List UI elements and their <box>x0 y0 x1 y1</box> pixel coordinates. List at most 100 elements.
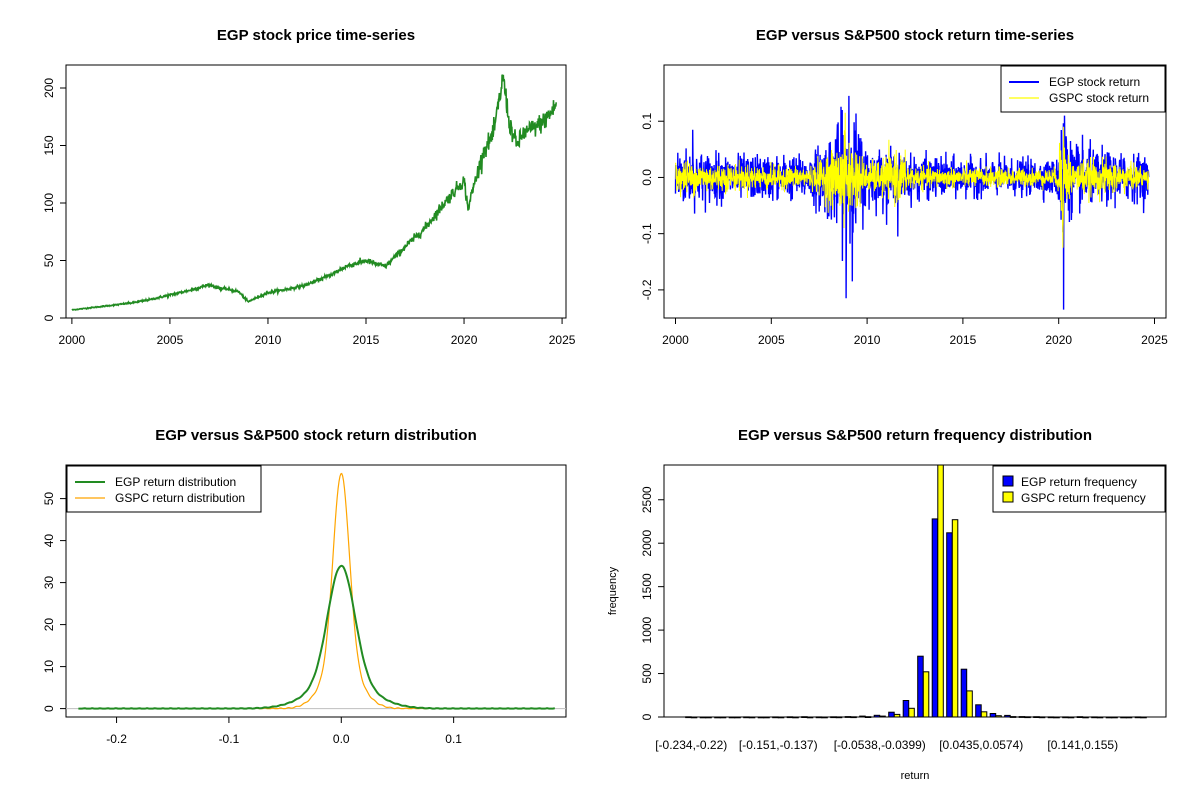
gspc-frequency-bar <box>995 715 1002 718</box>
returns-ytick-label: 0.1 <box>640 113 654 130</box>
frequency-plot-frame <box>663 464 1167 718</box>
egp-frequency-bar <box>1004 714 1011 718</box>
gspc-frequency-bar <box>980 711 988 718</box>
gspc-frequency-bar <box>1111 716 1118 719</box>
gspc-frequency-bar <box>1140 716 1147 719</box>
egp-frequency-bar <box>714 716 721 719</box>
frequency-bin-label: [-0.151,-0.137) <box>739 738 818 752</box>
egp-frequency-bar <box>989 713 997 718</box>
frequency-bin-label: [0.141,0.155) <box>1047 738 1118 752</box>
gspc-frequency-bar <box>748 716 756 719</box>
legend-swatch <box>1002 475 1014 487</box>
gspc-frequency-bar <box>777 716 785 719</box>
gspc-frequency-bar <box>1082 716 1089 719</box>
returns-ytick-label: -0.2 <box>640 279 654 300</box>
returns-title: EGP versus S&P500 stock return time-seri… <box>756 27 1074 44</box>
gspc-frequency-bar <box>893 713 901 718</box>
frequency-title: EGP versus S&P500 return frequency distr… <box>738 427 1092 444</box>
frequency-ytick-label: 1500 <box>640 573 654 600</box>
legend-box <box>1000 65 1166 113</box>
gspc-frequency-bar <box>1038 716 1046 719</box>
egp-frequency-bar <box>902 700 910 718</box>
frequency-ytick-label: 2000 <box>640 530 654 557</box>
gspc-frequency-bar <box>690 716 698 719</box>
egp-frequency-bar <box>975 704 982 718</box>
gspc-frequency-bar <box>1125 716 1133 719</box>
density-ytick-label: 20 <box>42 618 56 632</box>
density-ytick-label: 0 <box>42 705 56 712</box>
frequency-ytick-label: 500 <box>640 663 654 683</box>
legend-box <box>66 465 262 513</box>
price-ytick-label: 50 <box>42 254 56 268</box>
egp-density-line <box>78 564 555 710</box>
egp-return-line <box>674 95 1150 310</box>
returns-xtick-label: 2010 <box>854 333 881 347</box>
egp-frequency-bar <box>1105 716 1113 719</box>
gspc-frequency-bar <box>763 716 770 719</box>
egp-frequency-bar <box>1120 716 1127 719</box>
price-ytick-label: 100 <box>42 193 56 213</box>
price-ytick-label: 150 <box>42 135 56 155</box>
price-xtick-label: 2015 <box>353 333 380 347</box>
density-xtick-label: 0.0 <box>333 732 350 746</box>
egp-frequency-bar <box>815 716 823 719</box>
egp-frequency-bar <box>873 714 881 718</box>
gspc-frequency-bar <box>835 716 843 719</box>
egp-frequency-bar <box>757 716 765 719</box>
gspc-frequency-bar <box>864 716 872 719</box>
price-xtick-label: 2005 <box>157 333 184 347</box>
legend-entry: EGP return distribution <box>115 475 236 489</box>
gspc-frequency-bar <box>937 464 944 718</box>
gspc-return-line <box>675 112 1150 248</box>
egp-frequency-bar <box>960 668 968 718</box>
returns-panel: EGP versus S&P500 stock return time-seri… <box>640 27 1168 347</box>
egp-frequency-bar <box>1047 716 1055 719</box>
price-ytick-label: 200 <box>42 78 56 98</box>
legend-box <box>992 465 1166 513</box>
gspc-frequency-bar <box>792 716 799 719</box>
legend-swatch <box>1002 491 1014 503</box>
returns-plot-frame <box>663 64 1167 319</box>
egp-frequency-bar <box>685 716 692 719</box>
egp-frequency-bar <box>1091 716 1098 719</box>
frequency-bin-label: [0.0435,0.0574) <box>939 738 1023 752</box>
egp-frequency-bar <box>1134 716 1142 719</box>
density-panel: EGP versus S&P500 stock return distribut… <box>42 427 567 746</box>
frequency-panel: EGP versus S&P500 return frequency distr… <box>607 427 1167 782</box>
frequency-xlabel: return <box>901 770 930 782</box>
gspc-frequency-bar <box>1067 716 1075 719</box>
egp-frequency-bar <box>859 715 866 718</box>
frequency-ytick-label: 0 <box>640 713 654 720</box>
frequency-ylabel: frequency <box>607 566 619 615</box>
egp-frequency-bar <box>1018 716 1026 718</box>
legend-entry: GSPC return frequency <box>1021 491 1146 505</box>
egp-frequency-bar <box>946 532 953 718</box>
legend-entry: GSPC stock return <box>1049 91 1149 105</box>
gspc-frequency-bar <box>850 716 857 719</box>
egp-frequency-bar <box>743 716 750 719</box>
price-ytick-label: 0 <box>42 314 56 321</box>
gspc-frequency-bar <box>879 715 886 718</box>
gspc-frequency-bar <box>719 716 727 719</box>
gspc-frequency-bar <box>705 716 712 719</box>
egp-frequency-bar <box>728 716 736 719</box>
frequency-ytick-label: 1000 <box>640 616 654 643</box>
gspc-frequency-bar <box>1053 716 1060 719</box>
density-ytick-label: 30 <box>42 576 56 590</box>
price-xtick-label: 2020 <box>451 333 478 347</box>
density-ytick-label: 50 <box>42 492 56 506</box>
legend-entry: EGP return frequency <box>1021 475 1137 489</box>
egp-frequency-bar <box>1033 716 1040 719</box>
returns-xtick-label: 2020 <box>1045 333 1072 347</box>
price-xtick-label: 2025 <box>549 333 576 347</box>
density-xtick-label: -0.2 <box>106 732 127 746</box>
egp-frequency-bar <box>1062 716 1069 719</box>
price-xtick-label: 2010 <box>255 333 282 347</box>
price-xtick-label: 2000 <box>59 333 86 347</box>
egp-frequency-bar <box>801 716 808 719</box>
frequency-bin-label: [-0.0538,-0.0399) <box>834 738 926 752</box>
egp-frequency-bar <box>931 518 939 718</box>
gspc-frequency-bar <box>806 716 814 719</box>
